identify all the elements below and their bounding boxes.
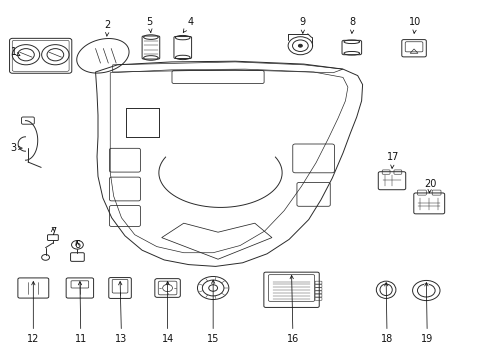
Circle shape xyxy=(298,44,302,47)
Text: 9: 9 xyxy=(300,17,306,33)
Text: 11: 11 xyxy=(74,282,87,344)
Text: 17: 17 xyxy=(387,152,399,168)
Text: 5: 5 xyxy=(147,17,152,32)
Text: 3: 3 xyxy=(11,143,23,153)
Text: 16: 16 xyxy=(287,275,299,344)
Text: 13: 13 xyxy=(116,282,127,344)
Text: 6: 6 xyxy=(74,240,80,250)
Text: 1: 1 xyxy=(11,47,20,57)
Text: 19: 19 xyxy=(421,283,433,344)
Text: 8: 8 xyxy=(350,17,356,33)
Text: 12: 12 xyxy=(27,282,40,344)
Text: 4: 4 xyxy=(183,17,194,32)
Text: 15: 15 xyxy=(207,280,220,344)
Text: 2: 2 xyxy=(105,20,111,36)
Text: 10: 10 xyxy=(410,17,421,33)
Text: 14: 14 xyxy=(162,282,174,344)
Text: 20: 20 xyxy=(424,179,437,193)
Text: 7: 7 xyxy=(50,227,56,237)
Text: 18: 18 xyxy=(381,283,393,344)
